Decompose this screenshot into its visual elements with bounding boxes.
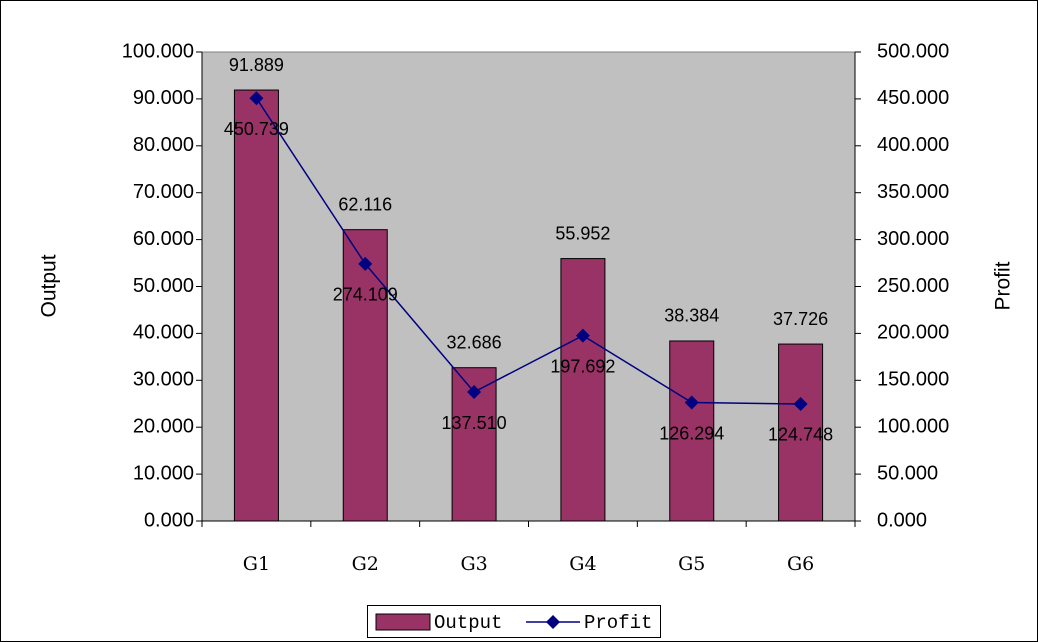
bar <box>778 343 824 522</box>
data-label: 124.748 <box>768 425 833 445</box>
data-label: 38.384 <box>664 306 719 326</box>
data-label: 197.692 <box>550 356 615 376</box>
legend-label: Output <box>434 612 502 634</box>
legend-swatch <box>375 613 431 631</box>
line-marker <box>249 91 264 106</box>
x-tick-label: G1 <box>243 553 270 575</box>
y-tick-label: 50.000 <box>133 275 194 297</box>
line <box>255 97 801 405</box>
y2-tick-label: 450.000 <box>877 87 949 109</box>
line-marker <box>575 328 590 343</box>
y-tick-label: 10.000 <box>133 462 194 484</box>
y2-tick-label: 500.000 <box>877 40 949 62</box>
y-tick-label: 40.000 <box>133 322 194 344</box>
y-tick-label: 0.000 <box>144 509 194 531</box>
data-label: 62.116 <box>338 194 392 214</box>
y2-tick-label: 100.000 <box>877 415 949 437</box>
legend-label: Profit <box>584 612 652 634</box>
y2-axis-title: Profit <box>992 261 1015 310</box>
y-axis-title: Output <box>38 254 61 317</box>
data-label: 32.686 <box>447 332 502 352</box>
data-label: 274.109 <box>333 285 398 305</box>
y-tick-label: 100.000 <box>122 40 194 62</box>
y2-tick-label: 350.000 <box>877 181 949 203</box>
y-tick-label: 90.000 <box>133 87 194 109</box>
line-marker <box>358 256 373 271</box>
x-tick-label: G4 <box>569 553 596 575</box>
data-label: 55.952 <box>555 223 610 243</box>
x-tick-label: G5 <box>678 553 705 575</box>
line-marker <box>684 395 699 410</box>
x-tick-label: G6 <box>787 553 814 575</box>
y2-tick-label: 50.000 <box>877 462 938 484</box>
bar <box>342 229 388 522</box>
line-marker <box>793 396 808 411</box>
bar <box>560 258 606 522</box>
data-label: 126.294 <box>659 423 724 443</box>
plot-area <box>201 51 856 522</box>
y2-tick-label: 150.000 <box>877 369 949 391</box>
y2-tick-label: 300.000 <box>877 228 949 250</box>
y-tick-label: 20.000 <box>133 415 194 437</box>
y-tick-label: 80.000 <box>133 134 194 156</box>
y2-tick-label: 0.000 <box>877 509 927 531</box>
line-marker <box>467 385 482 400</box>
bar <box>669 340 715 522</box>
data-label: 450.739 <box>224 119 289 139</box>
data-label: 91.889 <box>229 55 284 75</box>
legend-swatch-marker <box>546 615 560 629</box>
data-label: 137.510 <box>442 413 507 433</box>
y-tick-label: 70.000 <box>133 181 194 203</box>
bar <box>233 89 279 522</box>
y2-tick-label: 200.000 <box>877 322 949 344</box>
y2-tick-label: 250.000 <box>877 275 949 297</box>
y2-tick-label: 400.000 <box>877 134 949 156</box>
y-tick-label: 60.000 <box>133 228 194 250</box>
y-tick-label: 30.000 <box>133 369 194 391</box>
data-label: 37.726 <box>773 309 828 329</box>
x-tick-label: G3 <box>460 553 487 575</box>
x-tick-label: G2 <box>352 553 379 575</box>
